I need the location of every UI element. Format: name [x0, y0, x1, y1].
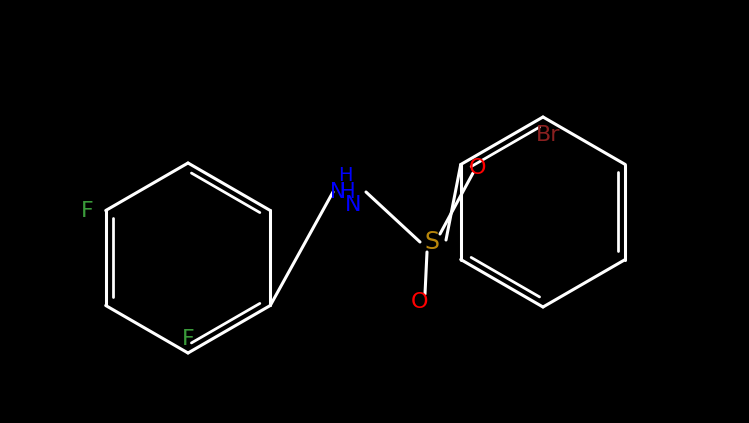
Text: H: H	[340, 182, 356, 202]
Text: Br: Br	[536, 125, 560, 145]
Text: N: N	[330, 182, 346, 202]
Text: O: O	[411, 292, 428, 312]
Text: S: S	[425, 230, 440, 254]
Text: O: O	[470, 158, 487, 178]
Text: H: H	[338, 165, 352, 184]
Text: F: F	[181, 329, 195, 349]
Text: F: F	[82, 201, 94, 220]
Text: N: N	[345, 195, 361, 215]
